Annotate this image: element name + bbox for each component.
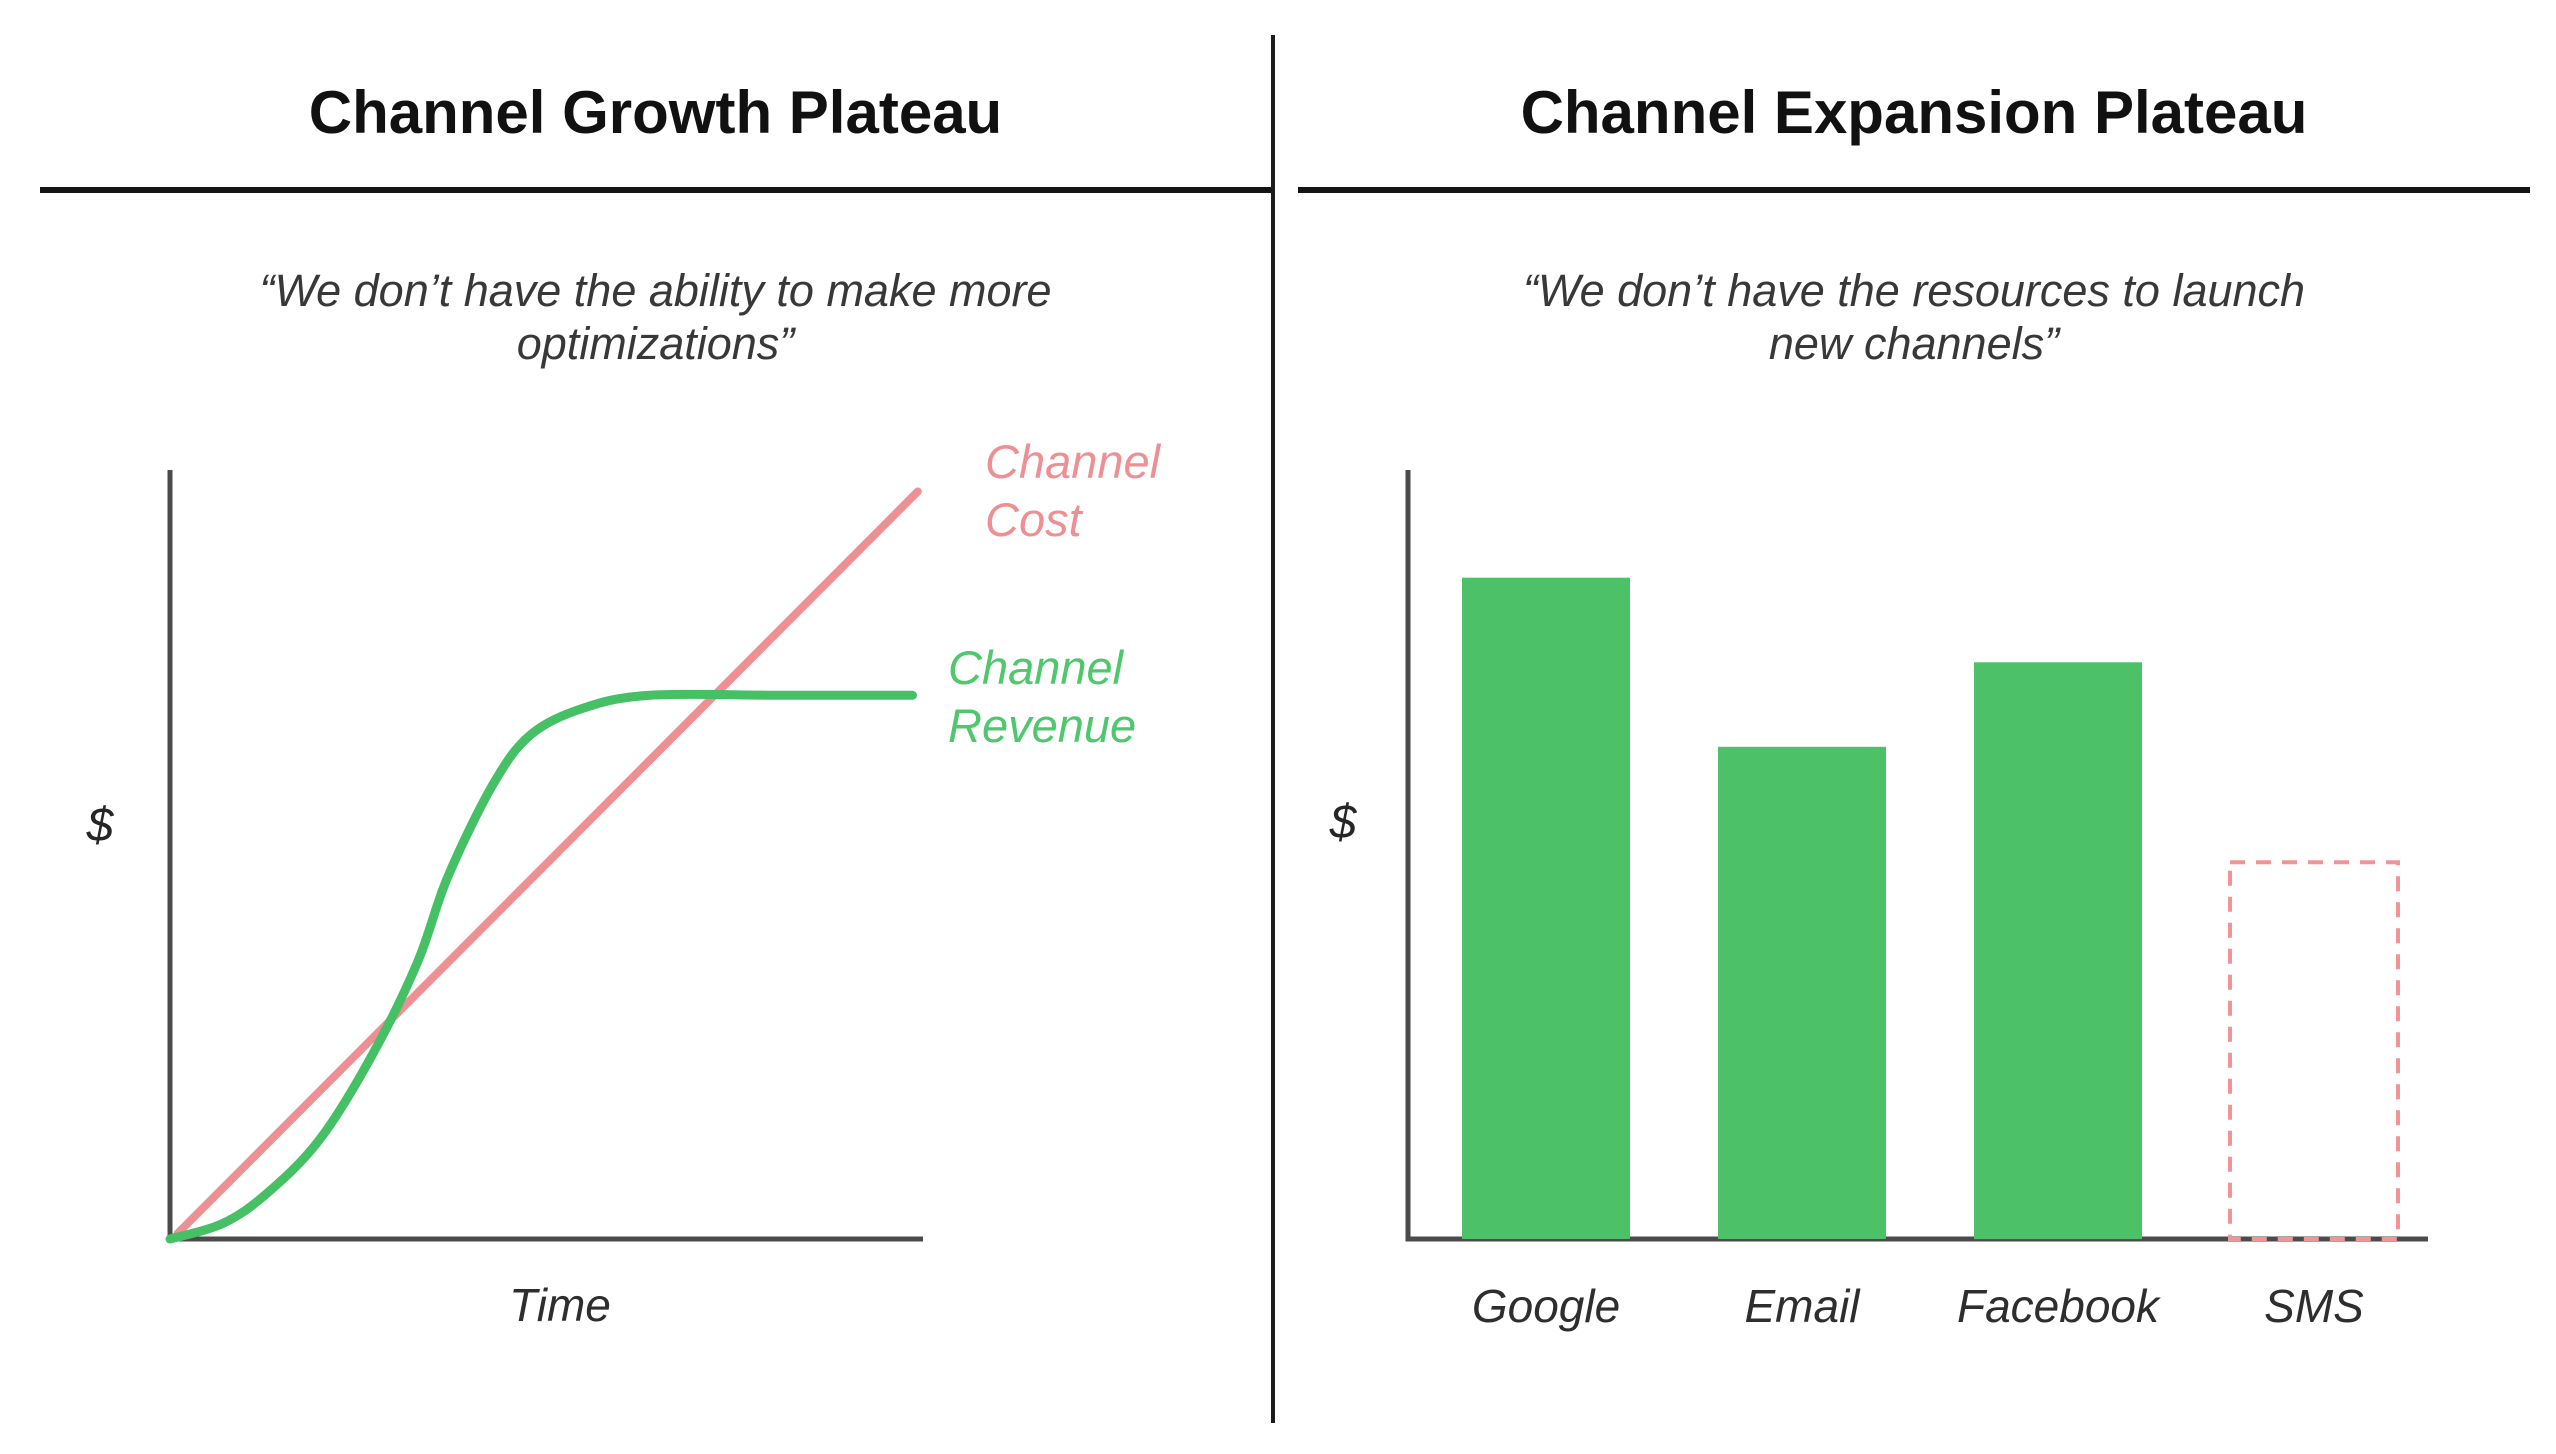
left-y-axis-label: $ bbox=[86, 799, 114, 852]
bar-email bbox=[1718, 746, 1886, 1239]
left-title-rule bbox=[40, 187, 1271, 193]
right-quote-line-1: “We don’t have the resources to launch bbox=[1522, 265, 2306, 316]
bar-label-email: Email bbox=[1744, 1280, 1860, 1332]
left-quote-line-2: optimizations” bbox=[516, 318, 795, 369]
left-quote: “We don’t have the ability to make more … bbox=[40, 264, 1271, 370]
right-title-rule bbox=[1298, 187, 2530, 193]
panel-divider-line bbox=[1271, 35, 1275, 1423]
bar-google bbox=[1462, 577, 1630, 1239]
bar-group bbox=[1462, 577, 2400, 1241]
bar-sms bbox=[2228, 860, 2400, 1241]
right-quote-line-2: new channels” bbox=[1768, 318, 2060, 369]
left-quote-line-1: “We don’t have the ability to make more bbox=[259, 265, 1052, 316]
bar-facebook bbox=[1974, 662, 2142, 1240]
legend-channel-cost-line-2: Cost bbox=[985, 493, 1082, 546]
channel-cost-line bbox=[173, 487, 922, 1238]
right-y-axis-label: $ bbox=[1329, 796, 1357, 849]
legend-channel-revenue-line-1: Channel bbox=[948, 641, 1124, 694]
right-quote: “We don’t have the resources to launch n… bbox=[1298, 264, 2530, 370]
right-panel-title: Channel Expansion Plateau bbox=[1520, 79, 2308, 146]
left-x-axis-label: Time bbox=[509, 1279, 611, 1331]
left-panel-title: Channel Growth Plateau bbox=[308, 79, 1003, 146]
legend-channel-cost-line-1: Channel bbox=[985, 435, 1161, 488]
legend-channel-cost: Channel Cost bbox=[985, 433, 1265, 549]
bar-label-sms: SMS bbox=[2264, 1280, 2364, 1332]
legend-channel-revenue: Channel Revenue bbox=[948, 639, 1228, 755]
bar-label-google: Google bbox=[1471, 1280, 1621, 1332]
bar-label-facebook: Facebook bbox=[1956, 1280, 2159, 1332]
legend-channel-revenue-line-2: Revenue bbox=[948, 699, 1137, 752]
channel-revenue-curve bbox=[165, 689, 917, 1244]
